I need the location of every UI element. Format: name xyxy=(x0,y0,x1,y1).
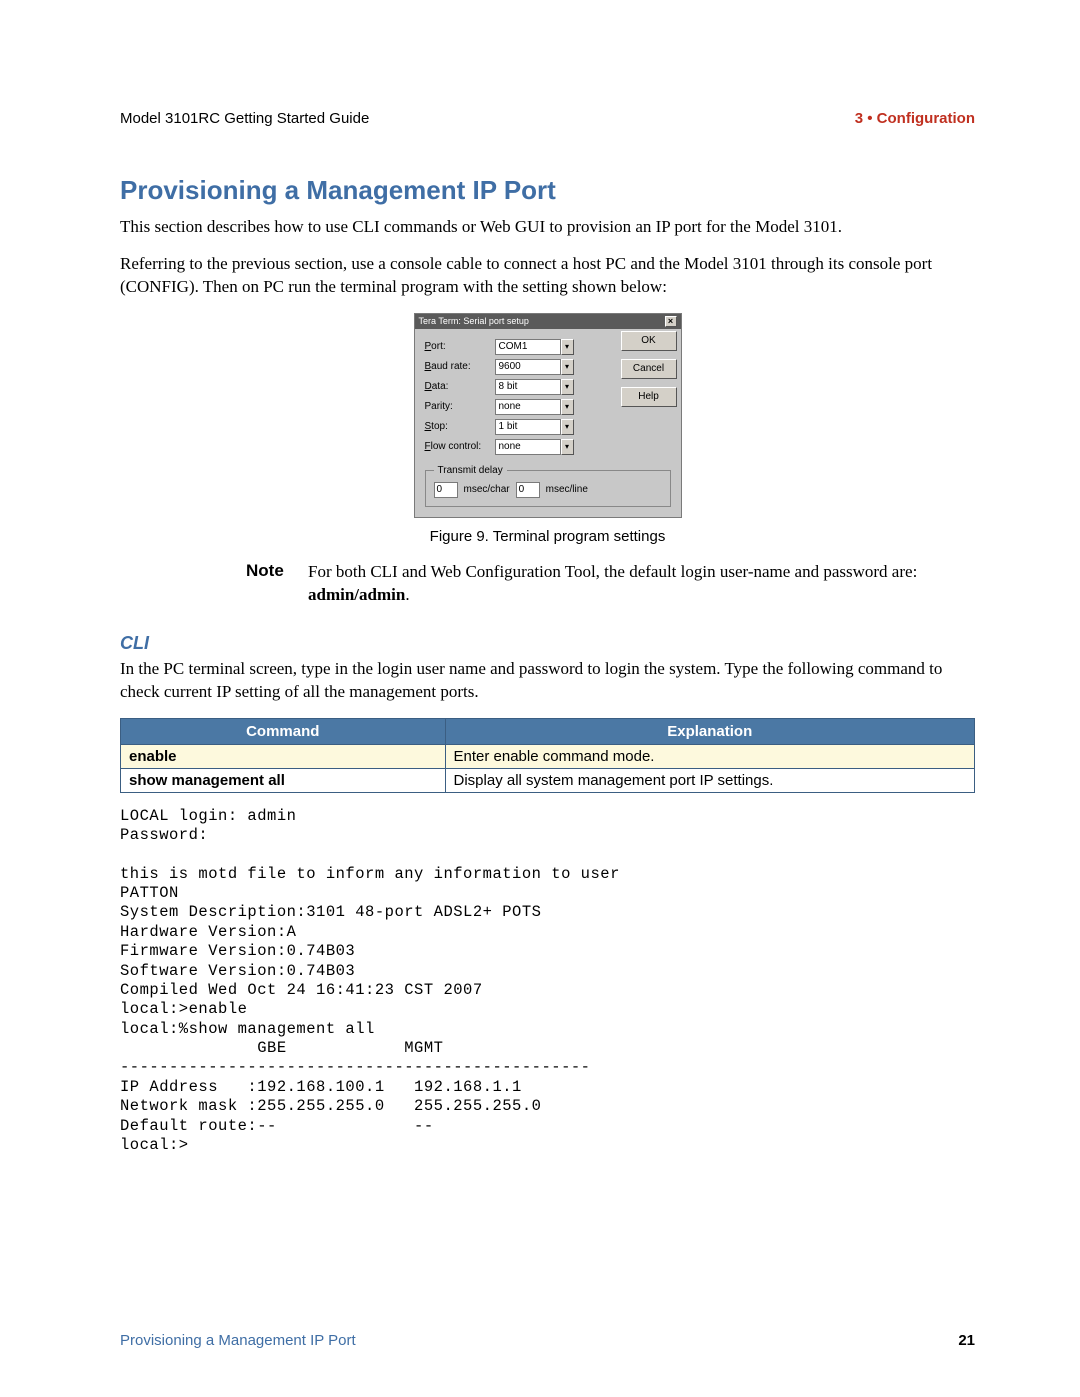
figure-caption: Figure 9. Terminal program settings xyxy=(120,528,975,545)
table-row: show management all Display all system m… xyxy=(121,768,975,792)
cancel-button[interactable]: Cancel xyxy=(621,359,677,379)
stop-field[interactable]: 1 bit xyxy=(495,419,561,435)
transmit-delay-group: Transmit delay 0 msec/char 0 msec/line xyxy=(425,465,671,507)
help-button[interactable]: Help xyxy=(621,387,677,407)
data-field[interactable]: 8 bit xyxy=(495,379,561,395)
chevron-down-icon[interactable] xyxy=(561,359,574,375)
parity-label: Parity: xyxy=(425,401,495,412)
delay-line-field[interactable]: 0 xyxy=(516,482,540,498)
header-section: 3 • Configuration xyxy=(855,110,975,127)
delay-char-field[interactable]: 0 xyxy=(434,482,458,498)
baud-field[interactable]: 9600 xyxy=(495,359,561,375)
page-footer: Provisioning a Management IP Port 21 xyxy=(120,1332,975,1349)
cli-paragraph: In the PC terminal screen, type in the l… xyxy=(120,658,975,704)
footer-section-title: Provisioning a Management IP Port xyxy=(120,1332,356,1349)
note-block: Note For both CLI and Web Configuration … xyxy=(246,561,975,607)
parity-field[interactable]: none xyxy=(495,399,561,415)
chevron-down-icon[interactable] xyxy=(561,379,574,395)
terminal-settings-dialog: Tera Term: Serial port setup × OK Cancel… xyxy=(414,313,682,518)
terminal-output: LOCAL login: admin Password: this is mot… xyxy=(120,807,975,1156)
stop-label: Stop: xyxy=(425,421,495,432)
ok-button[interactable]: OK xyxy=(621,331,677,351)
cmd-cell: enable xyxy=(121,744,446,768)
page-header: Model 3101RC Getting Started Guide 3 • C… xyxy=(120,110,975,127)
delay-legend: Transmit delay xyxy=(434,465,507,476)
header-doc-title: Model 3101RC Getting Started Guide xyxy=(120,110,369,127)
delay-line-unit: msec/line xyxy=(546,484,588,495)
th-explanation: Explanation xyxy=(445,718,974,744)
page-number: 21 xyxy=(958,1332,975,1349)
baud-label: Baud rate: xyxy=(425,361,495,372)
th-command: Command xyxy=(121,718,446,744)
close-icon[interactable]: × xyxy=(665,316,677,327)
dialog-title: Tera Term: Serial port setup xyxy=(419,316,529,326)
port-label: Port: xyxy=(425,341,495,352)
delay-char-unit: msec/char xyxy=(464,484,510,495)
chevron-down-icon[interactable] xyxy=(561,419,574,435)
chevron-down-icon[interactable] xyxy=(561,339,574,355)
port-field[interactable]: COM1 xyxy=(495,339,561,355)
exp-cell: Display all system management port IP se… xyxy=(445,768,974,792)
chevron-down-icon[interactable] xyxy=(561,439,574,455)
table-row: enable Enter enable command mode. xyxy=(121,744,975,768)
intro-paragraph-1: This section describes how to use CLI co… xyxy=(120,216,975,239)
flow-field[interactable]: none xyxy=(495,439,561,455)
cmd-cell: show management all xyxy=(121,768,446,792)
intro-paragraph-2: Referring to the previous section, use a… xyxy=(120,253,975,299)
cli-heading: CLI xyxy=(120,633,975,654)
flow-label: Flow control: xyxy=(425,441,495,452)
page-title: Provisioning a Management IP Port xyxy=(120,175,975,206)
data-label: Data: xyxy=(425,381,495,392)
chevron-down-icon[interactable] xyxy=(561,399,574,415)
note-text: For both CLI and Web Configuration Tool,… xyxy=(308,561,975,607)
command-table: Command Explanation enable Enter enable … xyxy=(120,718,975,793)
exp-cell: Enter enable command mode. xyxy=(445,744,974,768)
note-label: Note xyxy=(246,561,308,607)
